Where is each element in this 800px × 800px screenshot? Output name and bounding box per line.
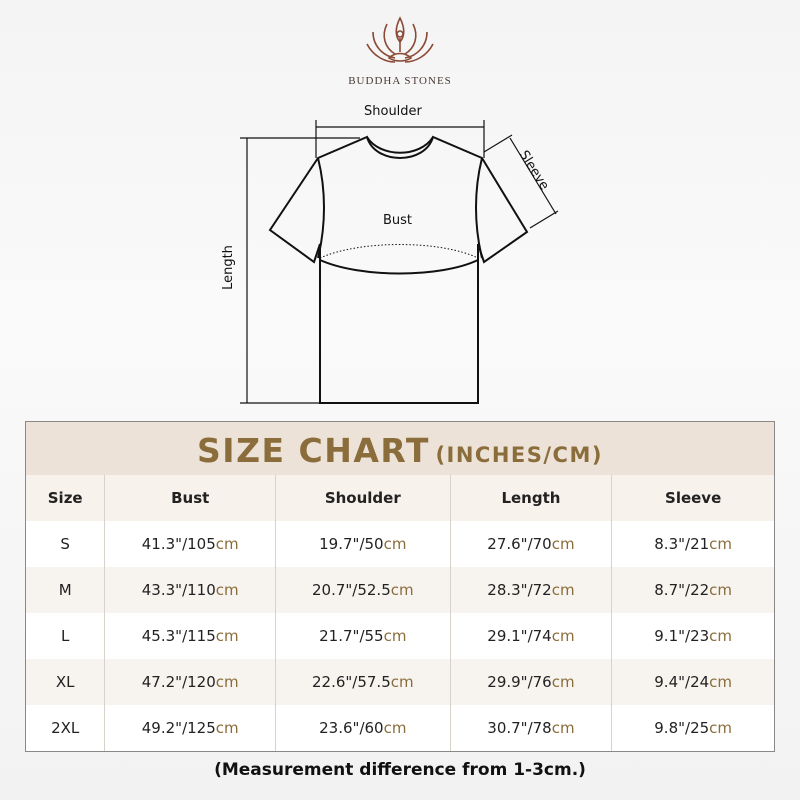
unit: cm [390, 673, 414, 691]
bust-cell: 45.3"/115 cm [104, 613, 275, 659]
sleeve-cell: 9.1"/23 cm [611, 613, 774, 659]
length-value: 30.7"/78 [487, 719, 552, 737]
table-row: 2XL 49.2"/125 cm 23.6"/60 cm 30.7"/78 cm 9.8"/2… [26, 705, 774, 751]
shoulder-value: 20.7"/52.5 [311, 581, 391, 599]
sleeve-cell: 8.3"/21 cm [611, 521, 774, 567]
bust-cell: 43.3"/110 cm [104, 567, 275, 613]
size-cell: S [60, 535, 70, 553]
size-cell: L [61, 627, 70, 645]
title-text: SIZE CHART [197, 431, 430, 470]
unit: cm [383, 719, 407, 737]
bust-label: Bust [383, 213, 413, 228]
shoulder-cell: 20.7"/52.5 cm [275, 567, 450, 613]
shoulder-cell: 22.6"/57.5 cm [275, 659, 450, 705]
size-cell: XL [55, 673, 75, 691]
unit: cm [709, 673, 733, 691]
sleeve-cell: 8.7"/22 cm [611, 567, 774, 613]
unit: cm [709, 719, 733, 737]
unit: cm [551, 535, 575, 553]
unit: cm [709, 535, 733, 553]
length-value: 29.1"/74 [487, 627, 552, 645]
length-value: 27.6"/70 [487, 535, 552, 553]
length-cell: 27.6"/70 cm [449, 521, 612, 567]
unit: cm [383, 627, 407, 645]
shoulder-value: 22.6"/57.5 [311, 673, 391, 691]
tshirt-outline [268, 135, 529, 404]
length-value: 28.3"/72 [487, 581, 552, 599]
length-cell: 29.9"/76 cm [449, 659, 612, 705]
table-row: L 45.3"/115 cm 21.7"/55 cm 29.1"/74 cm 9.1"/23 c… [26, 613, 774, 659]
table-row: XL 47.2"/120 cm 22.6"/57.5 cm 29.9"/76 cm 9.4"/… [26, 659, 774, 705]
sleeve-value: 8.7"/22 [654, 581, 710, 599]
sleeve-value: 8.3"/21 [654, 535, 710, 553]
bust-value: 43.3"/110 [141, 581, 216, 599]
bust-value: 49.2"/125 [141, 719, 216, 737]
header-bust: Bust [104, 475, 275, 521]
size-cell: M [58, 581, 72, 599]
bust-cell: 49.2"/125 cm [104, 705, 275, 751]
bust-cell: 41.3"/105 cm [104, 521, 275, 567]
length-cell: 29.1"/74 cm [449, 613, 612, 659]
length-cell: 28.3"/72 cm [449, 567, 612, 613]
tshirt-diagram [240, 120, 559, 404]
measurement-note: (Measurement difference from 1-3cm.) [214, 760, 586, 780]
shoulder-value: 19.7"/50 [319, 535, 384, 553]
unit: cm [215, 535, 239, 553]
length-label: Length [220, 245, 236, 290]
bust-value: 47.2"/120 [141, 673, 216, 691]
header-shoulder: Shoulder [275, 475, 450, 521]
header-row: Size Bust Shoulder Length Sleeve [26, 475, 774, 521]
brand-logo: BUDDHA STONES [340, 14, 460, 87]
title-units: (INCHES/CM) [435, 443, 603, 467]
bust-cell: 47.2"/120 cm [104, 659, 275, 705]
unit: cm [215, 719, 239, 737]
sleeve-value: 9.4"/24 [654, 673, 710, 691]
table-row: S 41.3"/105 cm 19.7"/50 cm 27.6"/70 cm 8.3"/21 c… [26, 521, 774, 567]
length-value: 29.9"/76 [487, 673, 552, 691]
size-cell: 2XL [51, 719, 80, 737]
unit: cm [390, 581, 414, 599]
shoulder-value: 23.6"/60 [319, 719, 384, 737]
shoulder-cell: 21.7"/55 cm [275, 613, 450, 659]
unit: cm [215, 581, 239, 599]
shoulder-cell: 23.6"/60 cm [275, 705, 450, 751]
unit: cm [709, 581, 733, 599]
unit: cm [551, 627, 575, 645]
header-sleeve: Sleeve [611, 475, 774, 521]
header-size: Size [47, 489, 83, 507]
length-cell: 30.7"/78 cm [449, 705, 612, 751]
unit: cm [709, 627, 733, 645]
unit: cm [215, 627, 239, 645]
sleeve-value: 9.8"/25 [654, 719, 710, 737]
sleeve-cell: 9.4"/24 cm [611, 659, 774, 705]
size-chart-table: SIZE CHART (INCHES/CM) Size Bust Shoulde… [25, 421, 775, 752]
bust-value: 45.3"/115 [141, 627, 216, 645]
size-chart-title: SIZE CHART (INCHES/CM) [26, 422, 774, 475]
sleeve-cell: 9.8"/25 cm [611, 705, 774, 751]
unit: cm [551, 581, 575, 599]
bust-value: 41.3"/105 [141, 535, 216, 553]
unit: cm [215, 673, 239, 691]
brand-name: BUDDHA STONES [348, 75, 452, 87]
shoulder-value: 21.7"/55 [319, 627, 384, 645]
sleeve-value: 9.1"/23 [654, 627, 710, 645]
header-length: Length [449, 475, 612, 521]
lotus-meditation-icon [366, 16, 434, 63]
shoulder-label: Shoulder [364, 104, 422, 119]
unit: cm [551, 719, 575, 737]
shoulder-cell: 19.7"/50 cm [275, 521, 450, 567]
unit: cm [383, 535, 407, 553]
unit: cm [551, 673, 575, 691]
table-row: M 43.3"/110 cm 20.7"/52.5 cm 28.3"/72 cm 8.7"/2… [26, 567, 774, 613]
